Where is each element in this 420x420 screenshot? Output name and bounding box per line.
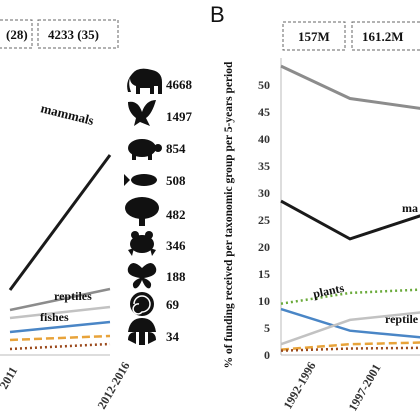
species-count: 4668 <box>166 77 193 92</box>
label-mammals: ma <box>402 201 418 215</box>
species-count: 854 <box>166 141 186 156</box>
species-count: 346 <box>166 238 186 253</box>
summary-box-label: 161.2M <box>362 29 404 44</box>
species-count: 482 <box>166 207 186 222</box>
summary-box-label: 157M <box>298 29 330 44</box>
fish-icon <box>124 174 157 186</box>
right-series-lines <box>280 64 420 352</box>
summary-box <box>0 19 33 49</box>
series-line-plants <box>280 288 420 305</box>
series-line-reptiles <box>9 305 111 320</box>
x-tick-label: 1997-2001 <box>345 361 383 413</box>
right-chart: % of funding received per taxonomic grou… <box>223 58 420 414</box>
x-tick-label: 2012-2016 <box>94 359 132 411</box>
mushroom-icon <box>128 318 156 345</box>
y-tick-label: 35 <box>258 159 270 173</box>
turtle-icon <box>128 139 162 160</box>
tree-icon <box>125 197 159 226</box>
summary-box <box>351 21 420 51</box>
summary-box-label: 4233 (35) <box>48 27 99 42</box>
butterfly-icon <box>127 263 157 289</box>
summary-box <box>37 19 119 49</box>
y-tick-label: 15 <box>258 267 270 281</box>
series-line-series-5 <box>9 342 111 351</box>
y-tick-label: 20 <box>258 240 270 254</box>
y-tick-label: 40 <box>258 132 270 146</box>
panel-letter: B <box>210 2 225 27</box>
y-tick-label: 50 <box>258 78 270 92</box>
y-tick-labels: 0 5 10 15 20 25 30 35 40 45 50 <box>258 78 270 362</box>
y-tick-label: 10 <box>258 294 270 308</box>
species-count-list: 4668 1497 854 508 482 <box>124 68 193 345</box>
y-tick-label: 0 <box>264 348 270 362</box>
bird-icon <box>128 100 156 126</box>
y-tick-label: 25 <box>258 213 270 227</box>
species-count: 188 <box>166 269 186 284</box>
y-tick-label: 45 <box>258 105 270 119</box>
summary-box <box>282 21 346 51</box>
y-axis-title: % of funding received per taxonomic grou… <box>223 61 235 368</box>
series-line-mammals <box>8 154 112 291</box>
y-tick-label: 5 <box>264 321 270 335</box>
left-series-lines <box>8 154 112 351</box>
species-count: 69 <box>166 297 180 312</box>
left-chart: mammals reptiles fishes 2011 2012-2016 <box>0 100 133 412</box>
series-line-mammals <box>280 199 420 241</box>
series-line-series-6 <box>280 346 420 352</box>
x-tick-label: 1992-1996 <box>280 359 318 411</box>
series-line-series-3 <box>280 307 420 339</box>
summary-boxes-right: 157M 161.2M <box>282 21 420 51</box>
series-line-series-5 <box>280 341 420 351</box>
series-line-series-1 <box>9 287 111 312</box>
label-reptiles: reptile <box>385 312 419 326</box>
label-reptiles: reptiles <box>54 289 92 303</box>
elephant-icon <box>127 68 162 94</box>
series-line-series-0 <box>280 64 420 110</box>
species-count: 1497 <box>166 109 193 124</box>
shell-icon <box>130 292 154 316</box>
summary-boxes-left: (28) 4233 (35) <box>0 19 119 49</box>
frog-icon <box>128 231 156 256</box>
species-count: 34 <box>166 329 180 344</box>
series-line-fishes <box>9 320 111 334</box>
series-line-series-4 <box>9 334 111 342</box>
label-plants: plants <box>312 281 346 301</box>
label-mammals: mammals <box>39 100 95 128</box>
series-line-reptiles <box>280 311 420 346</box>
species-count: 508 <box>166 173 186 188</box>
y-tick-label: 30 <box>258 186 270 200</box>
label-fishes: fishes <box>40 310 69 324</box>
summary-box-label: (28) <box>6 27 28 42</box>
x-tick-label: 2011 <box>0 364 20 391</box>
